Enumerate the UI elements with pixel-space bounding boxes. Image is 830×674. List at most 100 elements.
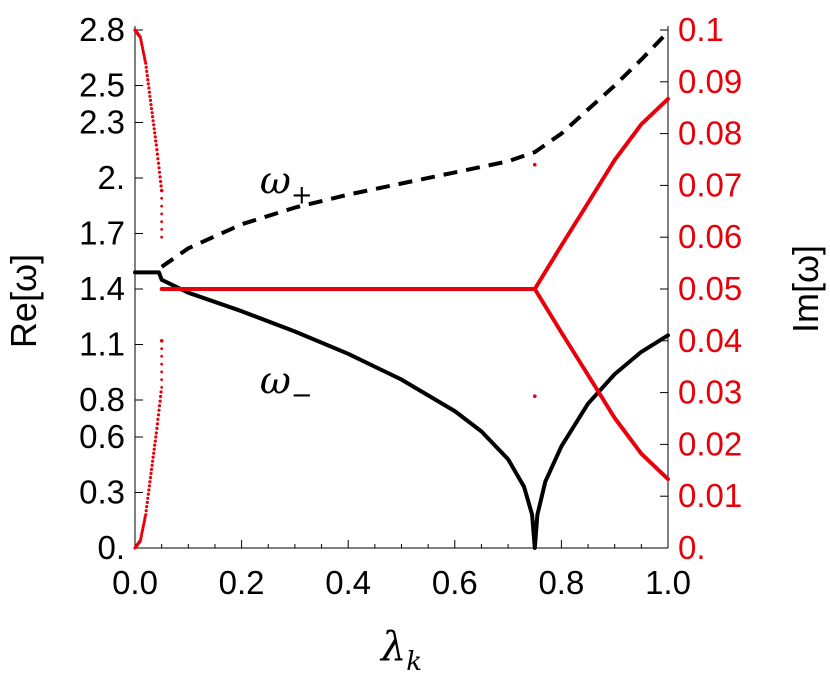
axis-labels: ω+ ω− Re[ω] Im[ω] λk [3,159,826,674]
dotted-curve-point [153,135,157,139]
dotted-curve-point [150,463,154,467]
data-point [159,188,164,193]
dotted-curve-point [151,115,155,119]
series-line-1 [133,270,670,550]
dotted-curve-point [145,74,149,78]
x-tick-label: 0.8 [538,564,584,601]
dotted-curve-point [160,220,164,224]
dotted-curve-point [153,131,157,135]
dotted-curve-point [159,179,163,184]
dotted-curve-point [157,166,161,170]
right-tick-label: 0.07 [678,166,742,203]
data-point [533,162,537,167]
right-tick-label: 0.09 [678,63,742,100]
dotted-curve-point [151,459,155,463]
x-tick-label: 0.0 [112,564,158,601]
dotted-curve-point [143,515,147,520]
dotted-curve-point [146,82,150,86]
right-tick-label: 0.05 [678,270,742,307]
dotted-curve-point [160,354,164,358]
dotted-curve-point [148,98,153,102]
dotted-curve-point [152,447,156,451]
dotted-curve-point [157,404,162,408]
x-tick-label: 0.2 [219,564,265,601]
dotted-curve-point [156,417,160,421]
dotted-curve-point [160,347,164,350]
right-tick-label: 0. [678,529,706,566]
right-tick-label: 0.04 [678,322,742,359]
dotted-curve-point [147,90,151,94]
x-tick-label: 0.6 [432,564,478,601]
dotted-curve-point [144,65,148,69]
right-tick-label: 0.02 [678,425,742,462]
dotted-curve-point [144,61,148,65]
left-tick-label: 2.3 [79,104,125,141]
dotted-curve-point [143,59,147,63]
dotted-curve-point [149,103,153,107]
dotted-curve-point [160,370,164,374]
dotted-curve-point [139,38,143,42]
dotted-curve-point [154,435,158,439]
dotted-curve-point [160,212,164,216]
dotted-curve-point [148,94,152,98]
dotted-curve-point [144,509,148,513]
dotted-curve-point [159,184,163,188]
dotted-curve-point [160,386,164,389]
series-annotation: ω+ [260,159,313,211]
dotted-curve-point [151,119,155,123]
dotted-curve-point [156,161,161,165]
dotted-curve-point [148,480,152,484]
dotted-curve-point [141,523,146,527]
dotted-curve-point [151,455,155,459]
dotted-curve-point [138,539,142,543]
dotted-curve-point [148,476,153,480]
dotted-curve-point [158,399,162,403]
right-axis-title: Im[ω] [785,245,826,333]
left-tick-label: 0.6 [79,418,125,455]
dotted-curve-point [160,228,164,231]
axes-frame [134,26,669,549]
dotted-curve-point [145,500,149,504]
dotted-curve-point [152,123,156,127]
right-tick-label: 0.01 [678,477,742,514]
dotted-curve-point [153,443,157,447]
dotted-curve-point [155,426,159,430]
left-tick-label: 2.8 [79,11,125,48]
dotted-curve-point [152,451,156,455]
x-tick-label: 0.4 [325,564,371,601]
left-tick-label: 1.1 [79,326,125,363]
dotted-curve-point [139,536,143,540]
dotted-curve-point [158,175,162,179]
dotted-curve-point [147,484,151,488]
dotted-curve-point [149,467,154,471]
dotted-curve-point [160,196,164,200]
dotted-curve-point [140,531,144,535]
dotted-curve-point [142,53,146,58]
series-line-3 [532,96,670,291]
left-tick-label: 1.7 [79,215,125,252]
dotted-curve-point [140,46,145,50]
dotted-curve-point [143,518,147,522]
dotted-curve-point [150,111,154,115]
right-tick-label: 0.08 [678,115,742,152]
dotted-curve-point [139,534,143,538]
dotted-curve-point [154,143,158,147]
series-line-4 [532,287,670,482]
dotted-curve-point [140,528,145,533]
dotted-curve-point [160,204,164,208]
dotted-curve-point [139,40,143,45]
plot-area [133,28,670,550]
dotted-curve-point [141,48,145,52]
dotted-curve-point [141,51,146,55]
dotted-curve-point [140,43,144,47]
series-line-0 [160,30,670,269]
x-axis-title: λk [379,624,422,674]
dotted-curve-point [141,526,145,530]
dotted-curve-point [146,492,150,496]
dotted-curve-point [160,378,164,381]
dotted-curve-point [149,471,153,475]
right-tick-label: 0.06 [678,218,742,255]
left-tick-label: 0. [97,529,125,566]
dotted-curve-point [156,413,161,417]
